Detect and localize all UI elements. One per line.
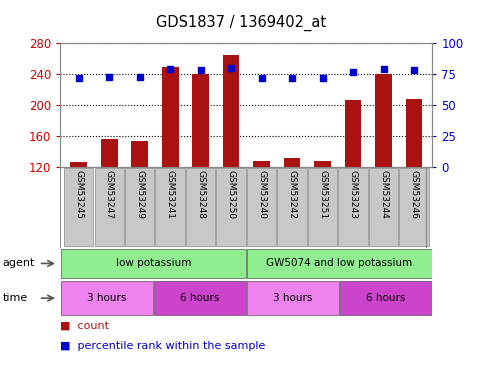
Text: time: time: [2, 293, 28, 303]
FancyBboxPatch shape: [399, 168, 428, 246]
Bar: [131, 141, 148, 167]
Text: GSM53240: GSM53240: [257, 170, 266, 219]
Text: 6 hours: 6 hours: [366, 293, 406, 303]
Text: 6 hours: 6 hours: [180, 293, 220, 303]
Text: GSM53248: GSM53248: [196, 170, 205, 219]
Bar: [71, 162, 87, 167]
FancyBboxPatch shape: [64, 168, 93, 246]
Text: low potassium: low potassium: [115, 258, 191, 268]
Text: GW5074 and low potassium: GW5074 and low potassium: [266, 258, 412, 268]
Text: GSM53250: GSM53250: [227, 170, 236, 219]
FancyBboxPatch shape: [154, 281, 246, 315]
Bar: [101, 139, 117, 167]
FancyBboxPatch shape: [339, 168, 368, 246]
FancyBboxPatch shape: [61, 281, 153, 315]
Bar: [375, 74, 392, 167]
FancyBboxPatch shape: [216, 168, 246, 246]
FancyBboxPatch shape: [247, 249, 432, 278]
FancyBboxPatch shape: [369, 168, 398, 246]
Text: 3 hours: 3 hours: [273, 293, 313, 303]
Text: GSM53241: GSM53241: [166, 170, 175, 219]
FancyBboxPatch shape: [156, 168, 185, 246]
FancyBboxPatch shape: [125, 168, 154, 246]
Bar: [345, 100, 361, 167]
Bar: [162, 67, 179, 167]
Text: 3 hours: 3 hours: [87, 293, 127, 303]
Text: GSM53242: GSM53242: [287, 170, 297, 219]
FancyBboxPatch shape: [95, 168, 124, 246]
Text: GSM53247: GSM53247: [105, 170, 114, 219]
Text: ■  count: ■ count: [60, 321, 109, 331]
FancyBboxPatch shape: [340, 281, 432, 315]
FancyBboxPatch shape: [186, 168, 215, 246]
Text: GSM53249: GSM53249: [135, 170, 144, 219]
Text: GDS1837 / 1369402_at: GDS1837 / 1369402_at: [156, 15, 327, 31]
FancyBboxPatch shape: [247, 281, 339, 315]
FancyBboxPatch shape: [277, 168, 307, 246]
Text: GSM53245: GSM53245: [74, 170, 83, 219]
Bar: [406, 99, 422, 167]
FancyBboxPatch shape: [247, 168, 276, 246]
Bar: [223, 55, 240, 167]
Bar: [192, 74, 209, 167]
FancyBboxPatch shape: [308, 168, 337, 246]
Bar: [253, 162, 270, 167]
Text: agent: agent: [2, 258, 35, 268]
Text: GSM53244: GSM53244: [379, 170, 388, 219]
Text: ■  percentile rank within the sample: ■ percentile rank within the sample: [60, 341, 266, 351]
Bar: [284, 158, 300, 167]
Text: GSM53243: GSM53243: [349, 170, 357, 219]
Text: GSM53251: GSM53251: [318, 170, 327, 219]
FancyBboxPatch shape: [61, 249, 246, 278]
Bar: [314, 160, 331, 167]
Text: GSM53246: GSM53246: [410, 170, 418, 219]
